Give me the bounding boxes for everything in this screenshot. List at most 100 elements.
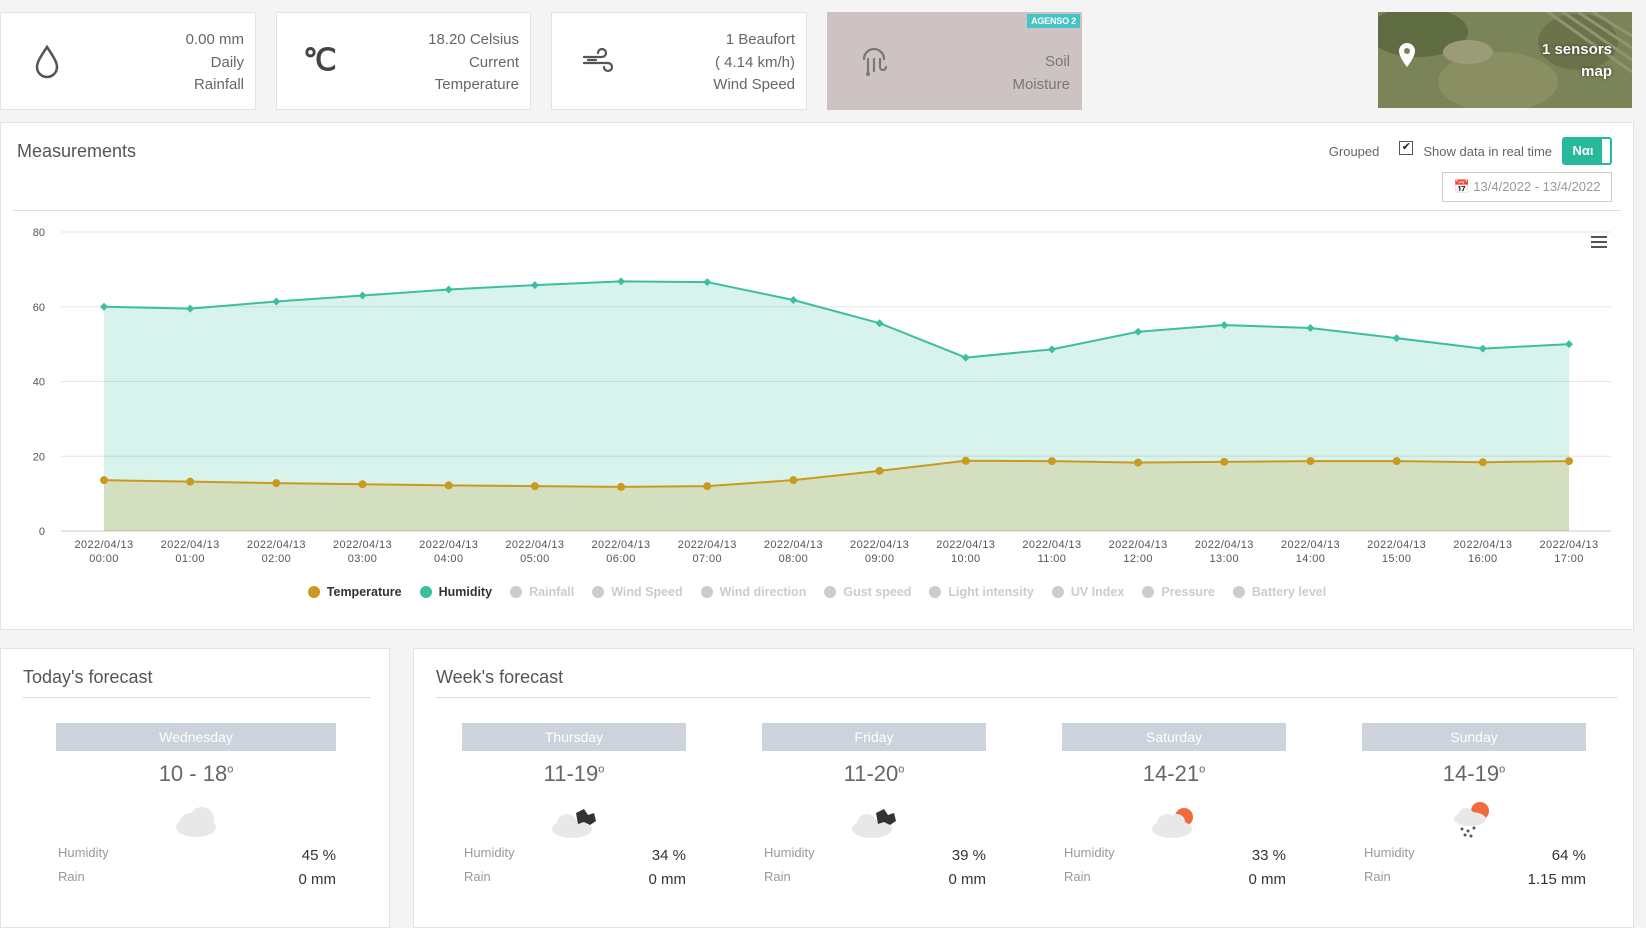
range-text: 11-20 (843, 761, 899, 786)
grouped-label: Grouped (1328, 143, 1380, 159)
realtime-checkbox[interactable]: ✔ (1399, 141, 1414, 155)
legend-item[interactable]: Pressure (1142, 585, 1215, 599)
x-tick-label: 2022/04/13 05:00 (505, 539, 564, 565)
humidity-point (1134, 327, 1143, 336)
legend-item[interactable]: Humidity (419, 585, 493, 599)
legend-item[interactable]: Light intensity (929, 585, 1034, 599)
date-range-text: 13/4/2022 - 13/4/2022 (1473, 179, 1601, 194)
sensors-map-card[interactable]: 1 sensors map (1378, 12, 1632, 108)
soil-moisture-card[interactable]: AGENSO 2 Soil Moisture (827, 12, 1082, 110)
rain-row: Rain 0 mm (462, 869, 686, 893)
sensors-count: 1 sensors (1541, 41, 1612, 58)
degree-mark: o (898, 763, 905, 776)
rain-label: Rain (764, 869, 791, 884)
rain-label: Rain (58, 869, 85, 884)
y-tick-label: 0 (39, 526, 45, 538)
legend-marker (700, 586, 713, 598)
x-tick-label: 2022/04/13 01:00 (161, 539, 220, 565)
temperature-point (1220, 457, 1229, 466)
legend-label: Pressure (1161, 585, 1215, 599)
measurements-panel: Measurements Grouped ✔ Show data in real… (0, 122, 1634, 630)
rain-row: Rain 0 mm (762, 869, 986, 893)
legend-marker (1142, 586, 1155, 598)
calendar-icon: 📅 (1453, 179, 1470, 194)
day-name: Saturday (1062, 723, 1286, 751)
wind-card[interactable]: 1 Beaufort ( 4.14 km/h) Wind Speed (551, 12, 807, 110)
chart-legend: Temperature Humidity Rainfall Wind Speed Win… (1, 585, 1633, 599)
day-name: Wednesday (56, 723, 336, 751)
temperature-point (617, 482, 626, 491)
humidity-row: Humidity 34 % (462, 845, 686, 869)
chart-menu-icon[interactable] (1591, 236, 1607, 251)
rain-value: 0 mm (1248, 871, 1287, 888)
forecast-day: Thursday 11-19o Humidity 34 % Rain 0 mm (462, 723, 686, 893)
y-tick-label: 20 (33, 451, 45, 463)
legend-label: Gust speed (843, 585, 912, 599)
humidity-value: 33 % (1251, 847, 1286, 864)
wind-label: Wind Speed (713, 76, 795, 93)
divider (13, 210, 1621, 211)
humidity-point (703, 278, 712, 287)
temperature-point (530, 482, 539, 491)
temperature-card[interactable]: ℃ 18.20 Celsius Current Temperature (276, 12, 531, 110)
temperature-label-2: Temperature (434, 76, 519, 93)
humidity-value: 64 % (1551, 847, 1586, 864)
rainfall-label-1: Daily (210, 53, 244, 71)
sun-rain-icon (1362, 787, 1586, 845)
toggle-on-label: Ναι (1564, 139, 1602, 163)
rain-value: 1.15 mm (1527, 871, 1586, 888)
weeks-forecast-title: Week's forecast (436, 667, 564, 687)
humidity-value: 34 % (651, 847, 686, 864)
divider (23, 697, 371, 698)
cloud-icon (56, 787, 336, 845)
realtime-label: Show data in real time (1423, 143, 1552, 159)
degree-mark: o (227, 763, 234, 776)
degree-mark: o (598, 763, 605, 776)
legend-item[interactable]: Gust speed (824, 585, 911, 599)
x-tick-label: 2022/04/13 06:00 (592, 539, 651, 565)
temperature-stat: 18.20 Celsius Current Temperature (428, 29, 519, 97)
x-tick-label: 2022/04/13 09:00 (850, 539, 909, 565)
humidity-row: Humidity 64 % (1362, 845, 1586, 869)
temperature-value: 18.20 Celsius (428, 31, 519, 48)
legend-item[interactable]: Battery level (1232, 585, 1326, 599)
humidity-row: Humidity 33 % (1062, 845, 1286, 869)
night-cloudy-icon (762, 787, 986, 845)
wind-stat: 1 Beaufort ( 4.14 km/h) Wind Speed (713, 29, 795, 97)
legend-item[interactable]: Rainfall (510, 585, 574, 599)
x-tick-label: 2022/04/13 15:00 (1367, 539, 1426, 565)
map-pin-icon (1399, 43, 1415, 67)
legend-marker (1232, 586, 1245, 598)
temperature-point (358, 480, 367, 489)
humidity-value: 39 % (951, 847, 986, 864)
legend-item[interactable]: Wind Speed (592, 585, 683, 599)
legend-item[interactable]: UV Index (1051, 585, 1124, 599)
humidity-label: Humidity (764, 845, 815, 860)
x-tick-label: 2022/04/13 16:00 (1453, 539, 1512, 565)
humidity-point (1478, 344, 1487, 353)
legend-marker (419, 586, 432, 598)
degree-mark: o (1499, 763, 1506, 776)
realtime-toggle[interactable]: Ναι (1562, 137, 1612, 165)
soil-label-1: Soil (1044, 53, 1070, 70)
legend-item[interactable]: Wind direction (700, 585, 806, 599)
date-range-picker[interactable]: 📅 13/4/2022 - 13/4/2022 (1442, 172, 1612, 202)
legend-item[interactable]: Temperature (307, 585, 402, 599)
y-tick-label: 40 (33, 377, 45, 389)
humidity-point (1220, 321, 1229, 330)
humidity-label: Humidity (464, 845, 515, 860)
y-tick-label: 60 (33, 302, 45, 314)
temperature-point (1478, 458, 1487, 467)
sensor-badge: AGENSO 2 (1027, 14, 1080, 28)
temperature-point (961, 456, 970, 465)
temperature-range: 10 - 18o (56, 761, 336, 787)
legend-label: Humidity (438, 585, 493, 599)
day-name: Thursday (462, 723, 686, 751)
todays-forecast-panel: Today's forecast Wednesday 10 - 18o Humi… (0, 648, 390, 928)
soil-label-2: Moisture (1012, 75, 1070, 93)
y-tick-label: 80 (33, 227, 45, 239)
rainfall-card[interactable]: 0.00 mm Daily Rainfall (0, 12, 256, 110)
map-thumbnail (1378, 12, 1632, 108)
legend-label: Light intensity (948, 585, 1034, 599)
forecast-day: Sunday 14-19o Humidity 64 % Rain 1.15 mm (1362, 723, 1586, 893)
